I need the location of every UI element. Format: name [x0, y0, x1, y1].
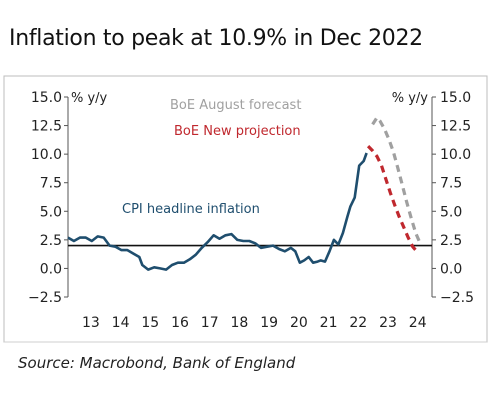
left-ytick-label: 5.0 — [40, 204, 62, 220]
xtick-label: 18 — [231, 315, 249, 331]
left-ytick-label: 2.5 — [40, 233, 62, 249]
chart-title: Inflation to peak at 10.9% in Dec 2022 — [9, 26, 423, 51]
right-ytick-label: 15.0 — [440, 90, 471, 106]
left-axis-unit-label: % y/y — [71, 91, 108, 106]
series-line-cpi — [67, 152, 368, 271]
left-ytick-label: 0.0 — [40, 261, 62, 277]
series-line-boe-new — [366, 144, 417, 252]
right-ytick-label: 10.0 — [440, 147, 471, 163]
cpi-annotation: CPI headline inflation — [122, 202, 260, 217]
xtick-label: 21 — [320, 315, 338, 331]
right-ytick-label: 2.5 — [440, 233, 462, 249]
xtick-label: 16 — [171, 315, 189, 331]
boe-new-annotation: BoE New projection — [174, 124, 301, 139]
right-ytick-label: 12.5 — [440, 119, 471, 135]
series-line-boe-august — [371, 115, 422, 244]
left-ytick-label: 10.0 — [31, 147, 62, 163]
xtick-label: 17 — [201, 315, 219, 331]
right-ytick-label: 0.0 — [440, 261, 462, 277]
xtick-label: 20 — [290, 315, 308, 331]
left-ytick-label: −2.5 — [28, 290, 62, 306]
xtick-label: 23 — [379, 315, 397, 331]
right-ytick-label: 5.0 — [440, 204, 462, 220]
source-note: Source: Macrobond, Bank of England — [18, 354, 296, 372]
xtick-label: 15 — [141, 315, 159, 331]
left-ytick-label: 12.5 — [31, 119, 62, 135]
boe-august-annotation: BoE August forecast — [170, 98, 301, 113]
right-axis-unit-label: % y/y — [392, 91, 429, 106]
xtick-label: 14 — [112, 315, 130, 331]
right-ytick-label: −2.5 — [440, 290, 474, 306]
xtick-label: 22 — [349, 315, 367, 331]
right-ytick-label: 7.5 — [440, 176, 462, 192]
xtick-label: 19 — [260, 315, 278, 331]
xtick-label: 24 — [409, 315, 427, 331]
xtick-label: 13 — [82, 315, 100, 331]
left-ytick-label: 15.0 — [31, 90, 62, 106]
left-ytick-label: 7.5 — [40, 176, 62, 192]
